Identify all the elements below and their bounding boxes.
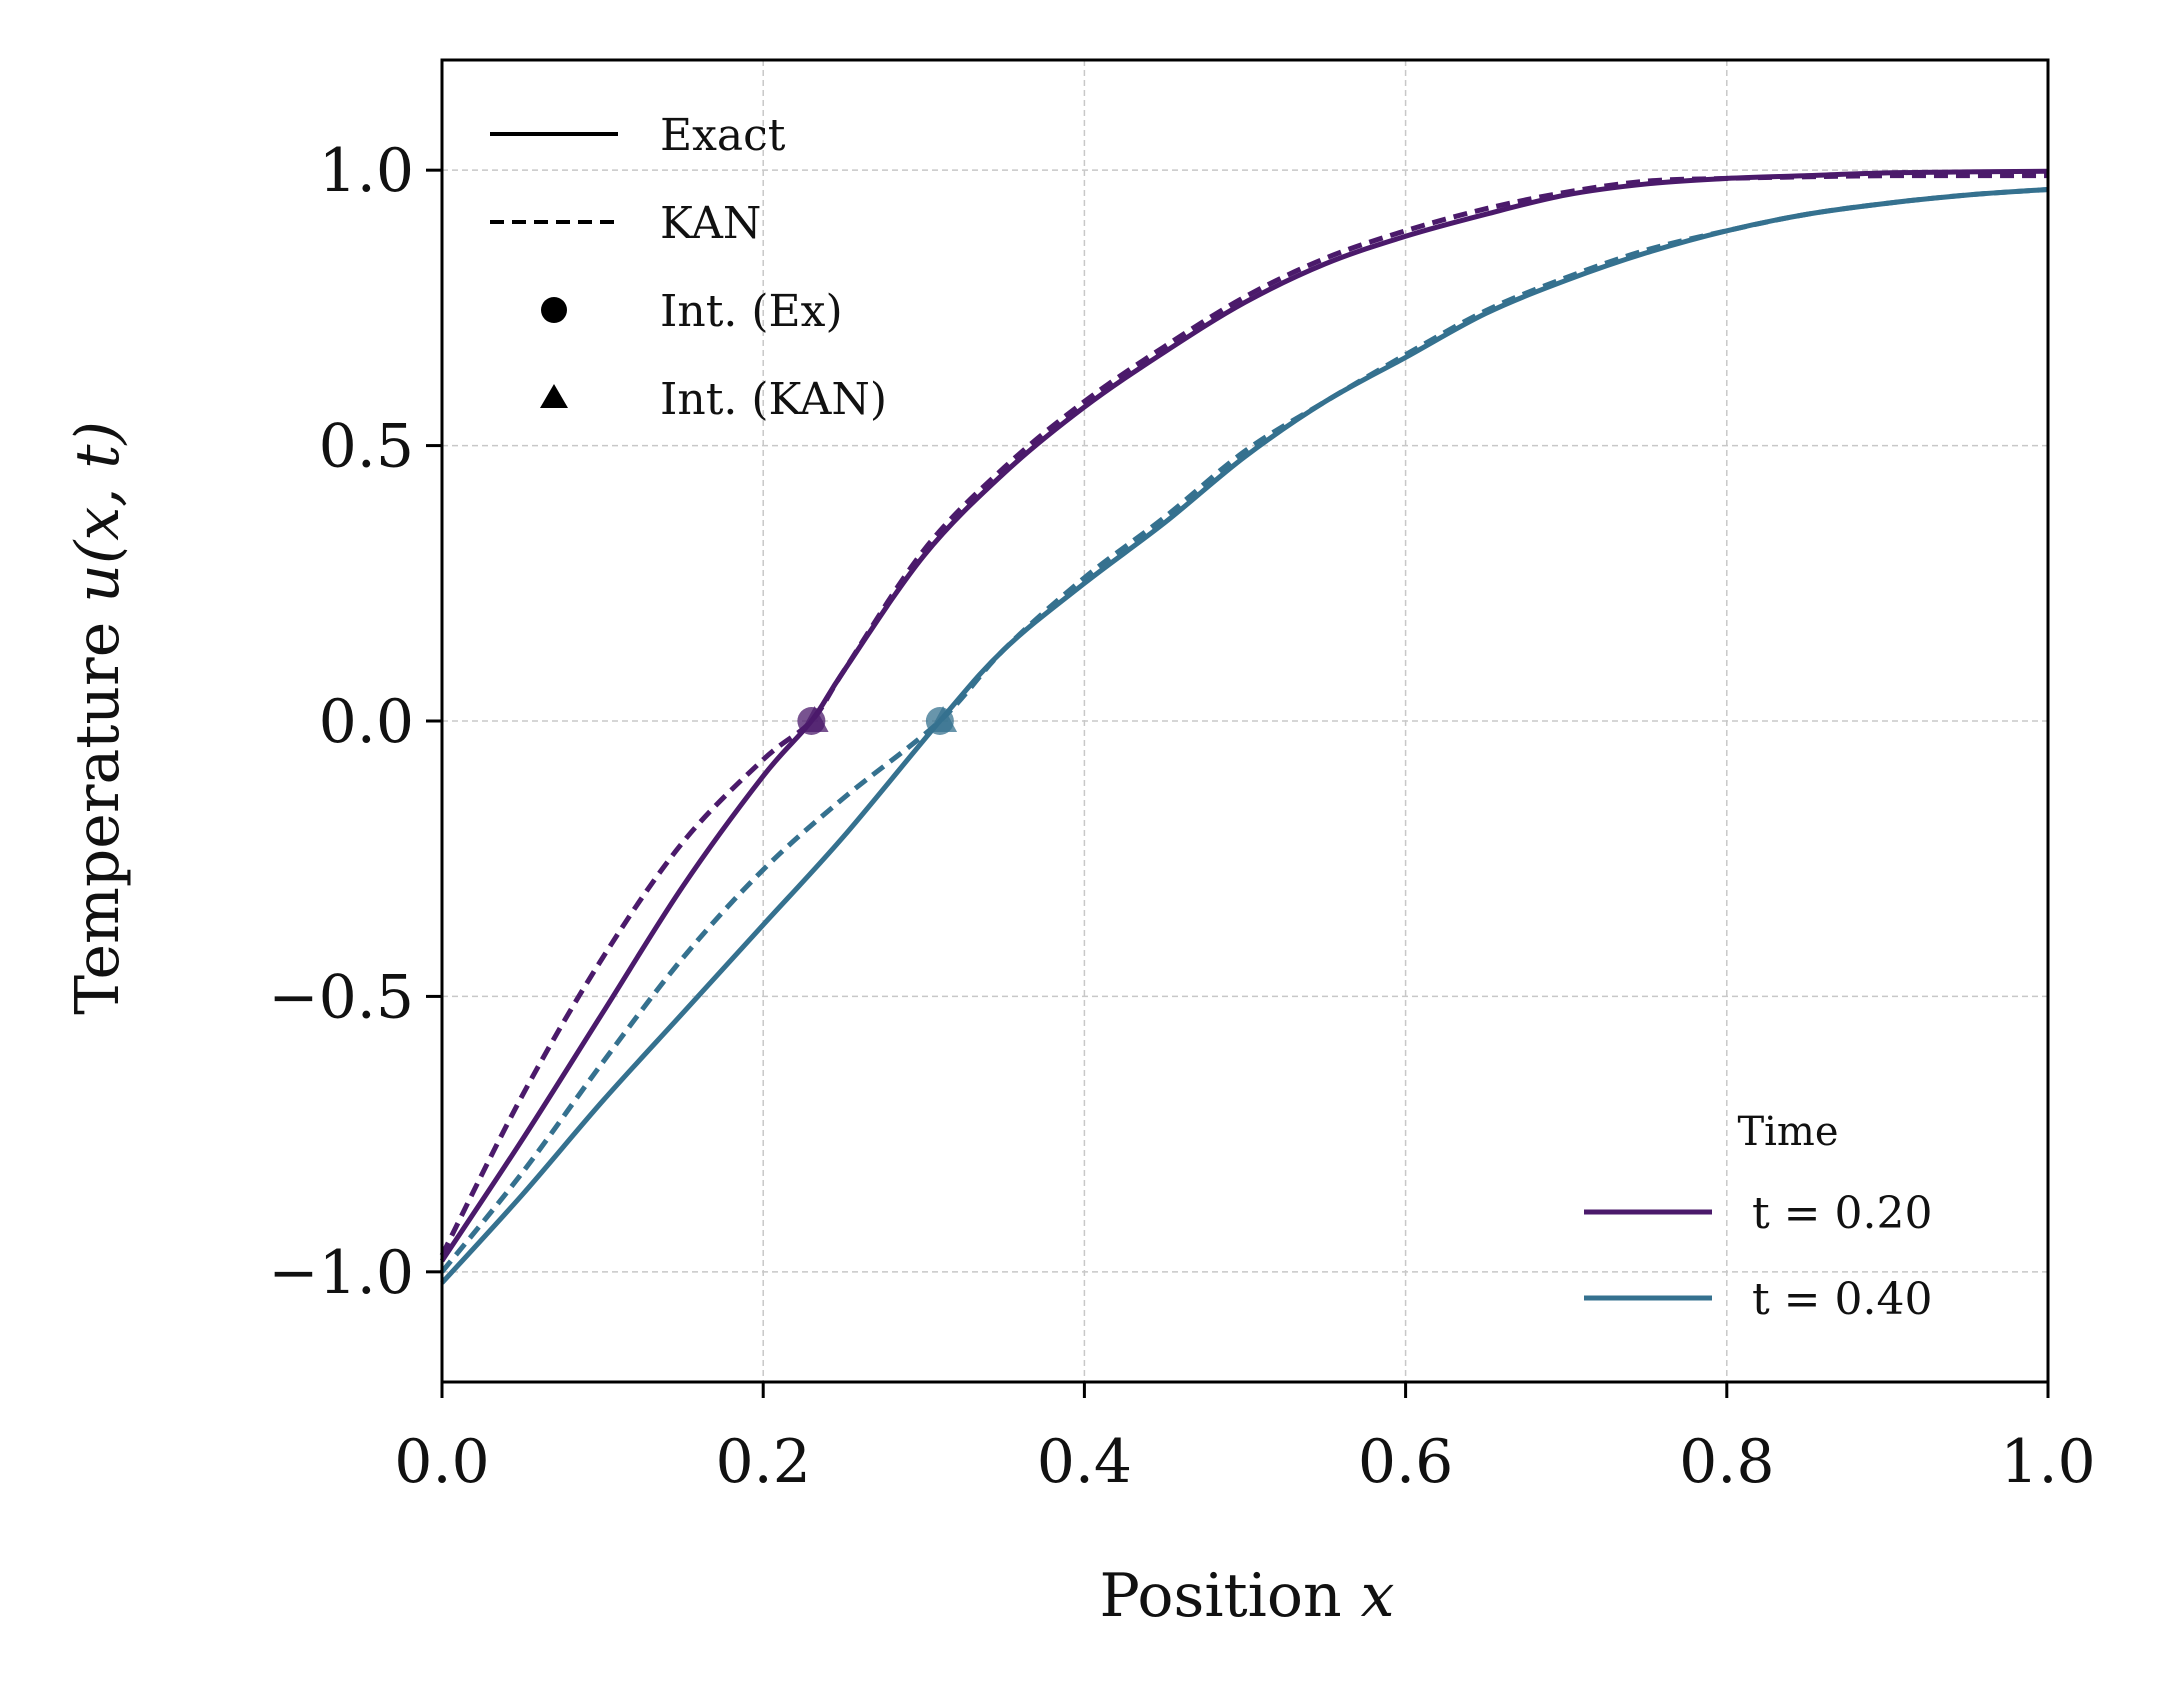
x-tick-label: 0.6	[1358, 1427, 1453, 1497]
intersection-marker-t040-kan	[929, 706, 958, 732]
time-legend-label-t040: t = 0.40	[1752, 1274, 1933, 1325]
style-legend: Exact KAN Int. (Ex) Int. (KAN)	[490, 110, 887, 425]
legend-circle-marker	[541, 297, 567, 323]
y-tick-label: 1.0	[319, 136, 414, 206]
x-tick-label: 0.2	[715, 1427, 810, 1497]
y-axis: −1.0 −0.5 0.0 0.5 1.0	[268, 136, 442, 1308]
x-tick-label: 0.4	[1037, 1427, 1132, 1497]
intersection-marker-t020-kan	[800, 706, 829, 732]
legend-int-kan-label: Int. (KAN)	[660, 374, 887, 425]
x-axis: 0.0 0.2 0.4 0.6 0.8 1.0	[394, 1382, 2096, 1497]
x-tick-label: 0.8	[1679, 1427, 1774, 1497]
legend-triangle-marker	[540, 384, 568, 408]
y-axis-label: Temperature u(x, t)	[63, 421, 133, 1015]
legend-kan-label: KAN	[660, 198, 761, 249]
x-tick-label: 0.0	[394, 1427, 489, 1497]
grid	[442, 60, 2048, 1382]
time-legend: Time t = 0.20 t = 0.40	[1584, 1109, 1933, 1325]
y-tick-label: 0.0	[319, 687, 414, 757]
x-tick-label: 1.0	[2000, 1427, 2095, 1497]
y-tick-label: 0.5	[319, 412, 414, 482]
time-legend-title: Time	[1737, 1109, 1838, 1155]
legend-int-ex-label: Int. (Ex)	[660, 286, 843, 337]
series-line-t020-kan	[439, 173, 2048, 1257]
intersection-markers	[797, 706, 958, 735]
legend-exact-label: Exact	[660, 110, 786, 161]
y-tick-label: −1.0	[268, 1238, 414, 1308]
y-tick-label: −0.5	[268, 962, 414, 1032]
x-axis-label: Position x	[1099, 1561, 1394, 1631]
series-line-t040-exact	[440, 186, 2049, 1285]
series-group	[439, 168, 2049, 1285]
time-legend-label-t020: t = 0.20	[1752, 1188, 1933, 1239]
